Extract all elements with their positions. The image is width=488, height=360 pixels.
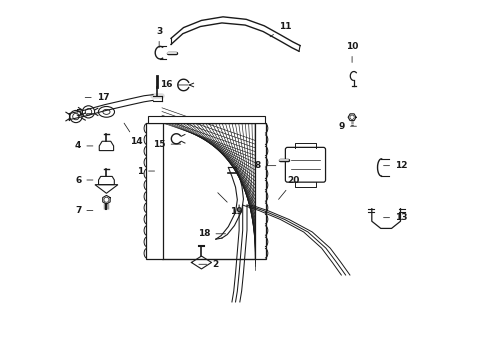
FancyBboxPatch shape: [285, 147, 325, 182]
Text: 5: 5: [75, 109, 93, 118]
Text: 2: 2: [199, 260, 218, 269]
Bar: [145, 123, 163, 259]
Bar: [255, 123, 265, 259]
Text: 12: 12: [383, 161, 407, 170]
Text: 17: 17: [85, 93, 109, 102]
Text: 13: 13: [383, 213, 407, 222]
Bar: [147, 116, 265, 123]
Text: 11: 11: [269, 22, 290, 37]
Text: 14: 14: [124, 123, 142, 146]
Text: 10: 10: [345, 42, 358, 63]
Bar: [162, 123, 255, 259]
Text: 4: 4: [75, 141, 93, 150]
Text: 6: 6: [75, 176, 93, 185]
Text: 19: 19: [217, 193, 242, 216]
Text: 8: 8: [254, 161, 275, 170]
Text: 16: 16: [160, 81, 187, 90]
Text: 20: 20: [278, 176, 299, 199]
Text: 18: 18: [198, 229, 225, 238]
Text: 1: 1: [137, 167, 154, 176]
Text: 15: 15: [153, 140, 181, 149]
Text: 3: 3: [156, 27, 162, 48]
Text: 7: 7: [75, 206, 93, 215]
Text: 9: 9: [338, 122, 356, 131]
